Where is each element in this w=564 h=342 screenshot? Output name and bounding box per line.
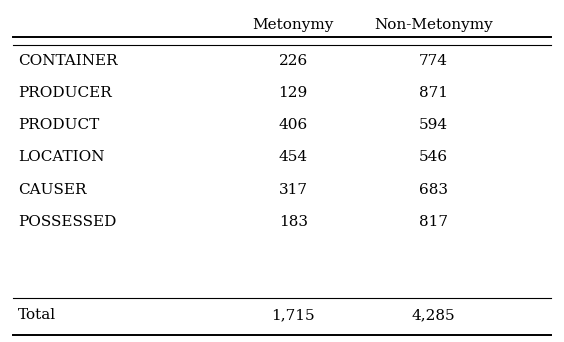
Text: 406: 406 [279,118,308,132]
Text: PRODUCT: PRODUCT [18,118,99,132]
Text: CONTAINER: CONTAINER [18,54,118,68]
Text: 594: 594 [419,118,448,132]
Text: 1,715: 1,715 [271,308,315,322]
Text: 4,285: 4,285 [412,308,455,322]
Text: 183: 183 [279,215,308,229]
Text: 546: 546 [419,150,448,165]
Text: PRODUCER: PRODUCER [18,86,112,100]
Text: Metonymy: Metonymy [253,18,334,32]
Text: 454: 454 [279,150,308,165]
Text: 683: 683 [419,183,448,197]
Text: 317: 317 [279,183,308,197]
Text: 226: 226 [279,54,308,68]
Text: 817: 817 [419,215,448,229]
Text: 774: 774 [419,54,448,68]
Text: Non-Metonymy: Non-Metonymy [374,18,493,32]
Text: Total: Total [18,308,56,322]
Text: CAUSER: CAUSER [18,183,87,197]
Text: 871: 871 [419,86,448,100]
Text: 129: 129 [279,86,308,100]
Text: POSSESSED: POSSESSED [18,215,117,229]
Text: LOCATION: LOCATION [18,150,105,165]
